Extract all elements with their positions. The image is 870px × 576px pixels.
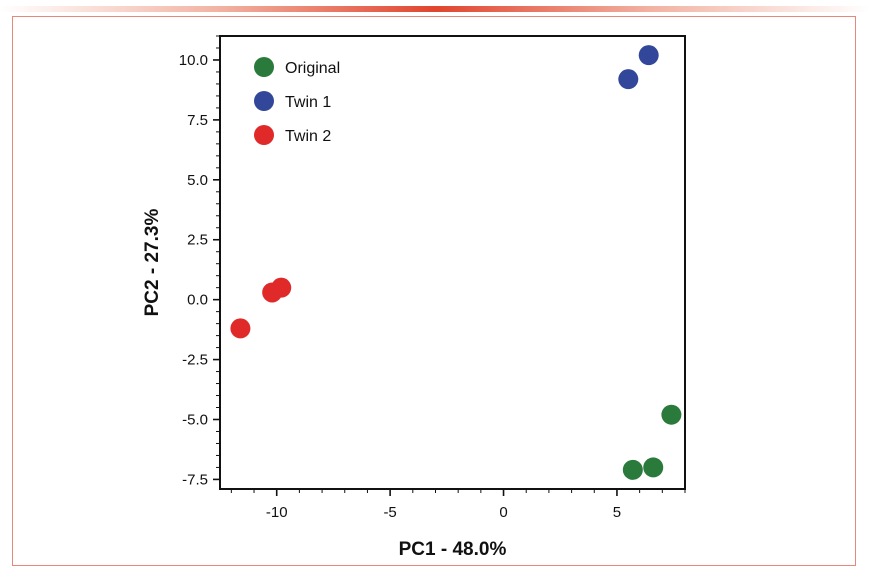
point-twin-1 (638, 45, 659, 66)
point-twin-2 (230, 318, 251, 339)
y-tick-label: -7.5 (182, 471, 208, 488)
figure-frame (12, 16, 856, 566)
y-tick-label: 5.0 (187, 172, 208, 189)
y-tick-label: 7.5 (187, 112, 208, 129)
point-original (661, 404, 682, 425)
y-tick-label: 0.0 (187, 292, 208, 309)
point-original (643, 457, 664, 478)
legend-marker-twin-1 (254, 91, 274, 111)
y-axis-title: PC2 - 27.3% (142, 209, 163, 317)
point-original (622, 459, 643, 480)
x-tick-label: 5 (613, 504, 621, 521)
legend-marker-original (254, 57, 274, 77)
legend-label-twin-2: Twin 2 (285, 128, 331, 145)
point-twin-2 (262, 282, 283, 303)
legend-label-original: Original (285, 60, 340, 77)
header-accent-bar (0, 6, 870, 12)
legend-label-twin-1: Twin 1 (285, 94, 331, 111)
legend-marker-twin-2 (254, 125, 274, 145)
plot-area-frame (219, 35, 686, 490)
x-tick-label: 0 (499, 504, 507, 521)
x-tick-label: -10 (266, 504, 288, 521)
point-twin-1 (618, 69, 639, 90)
y-tick-label: 2.5 (187, 232, 208, 249)
y-tick-label: -5.0 (182, 411, 208, 428)
x-axis-title: PC1 - 48.0% (399, 539, 507, 560)
y-tick-label: -2.5 (182, 352, 208, 369)
x-tick-label: -5 (383, 504, 396, 521)
y-tick-label: 10.0 (179, 52, 208, 69)
